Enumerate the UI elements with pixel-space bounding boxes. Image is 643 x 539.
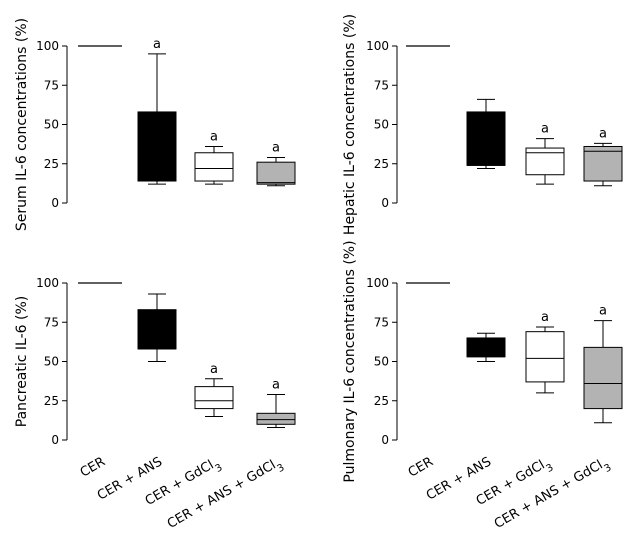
significance-label: a [210,129,218,144]
x-category-label: CER + ANS + GdCl3 [165,454,286,535]
panel-top-right: 0 25 50 75 100 Hepatic IL-6 concentrations (%… [342,14,623,235]
y-tick-label: 0 [51,196,59,210]
y-tick-label: 100 [36,276,59,290]
box-cer-ans [466,98,506,169]
x-category-label: CER [406,454,436,480]
significance-label: a [599,304,607,319]
significance-label: a [541,122,549,137]
box-cer-ans-gdcl3: a [583,126,623,187]
box-cer-gdcl3: a [525,310,565,394]
box-cer-ans [466,332,506,362]
significance-label: a [599,126,607,141]
box-body [466,337,506,358]
box-body [525,147,565,176]
box-body [583,145,623,182]
y-tick-label: 50 [374,118,389,132]
panel-top-left: 0 25 50 75 100 Serum IL-6 concentrations (%) a… [14,18,296,231]
y-tick-label: 75 [374,78,389,92]
box-body [194,152,234,182]
box-cer-gdcl3: a [525,122,565,185]
significance-label: a [210,362,218,377]
y-tick-label: 100 [366,39,389,53]
y-tick-label: 50 [44,118,59,132]
significance-label: a [272,140,280,155]
box-cer-gdcl3: a [194,362,234,417]
significance-label: a [272,377,280,392]
significance-label: a [541,310,549,325]
y-tick-label: 25 [44,394,59,408]
y-tick-label: 50 [44,355,59,369]
x-category-label: CER + ANS + GdCl3 [492,454,613,535]
y-tick-label: 0 [51,433,59,447]
box-cer-ans-gdcl3: a [256,140,296,187]
y-tick-label: 75 [44,315,59,329]
y-tick-label: 25 [374,394,389,408]
y-tick-label: 0 [381,433,389,447]
box-body [194,386,234,410]
y-tick-label: 50 [374,355,389,369]
y-tick-label: 0 [381,196,389,210]
y-tick-label: 100 [36,39,59,53]
y-tick-label: 75 [374,315,389,329]
box-body [137,309,177,350]
y-tick-label: 25 [44,157,59,171]
y-tick-label: 75 [44,78,59,92]
y-axis-title: Serum IL-6 concentrations (%) [14,18,30,231]
box-body [256,412,296,425]
box-cer-ans [137,293,177,362]
significance-label: a [153,37,161,52]
x-category-label: CER [78,454,108,480]
box-body [583,346,623,410]
box-body [525,331,565,383]
panel-bottom-left: 0 25 50 75 100 Pancreatic IL-6 (%) a a CER CER + … [14,276,296,535]
y-axis-title: Hepatic IL-6 concentrations (%) [342,14,358,235]
y-tick-label: 100 [366,276,389,290]
box-body [466,111,506,166]
box-body [256,161,296,185]
box-cer-ans-gdcl3: a [256,377,296,428]
y-axis-title: Pulmonary IL-6 concentrations (%) [342,240,358,482]
box-cer-ans-gdcl3: a [583,304,623,424]
y-tick-label: 25 [374,157,389,171]
panel-bottom-right: 0 25 50 75 100 Pulmonary IL-6 concentrations … [342,240,623,535]
box-cer-gdcl3: a [194,129,234,185]
y-axis-title: Pancreatic IL-6 (%) [14,296,30,427]
box-body [137,111,177,182]
box-cer-ans: a [137,37,177,185]
